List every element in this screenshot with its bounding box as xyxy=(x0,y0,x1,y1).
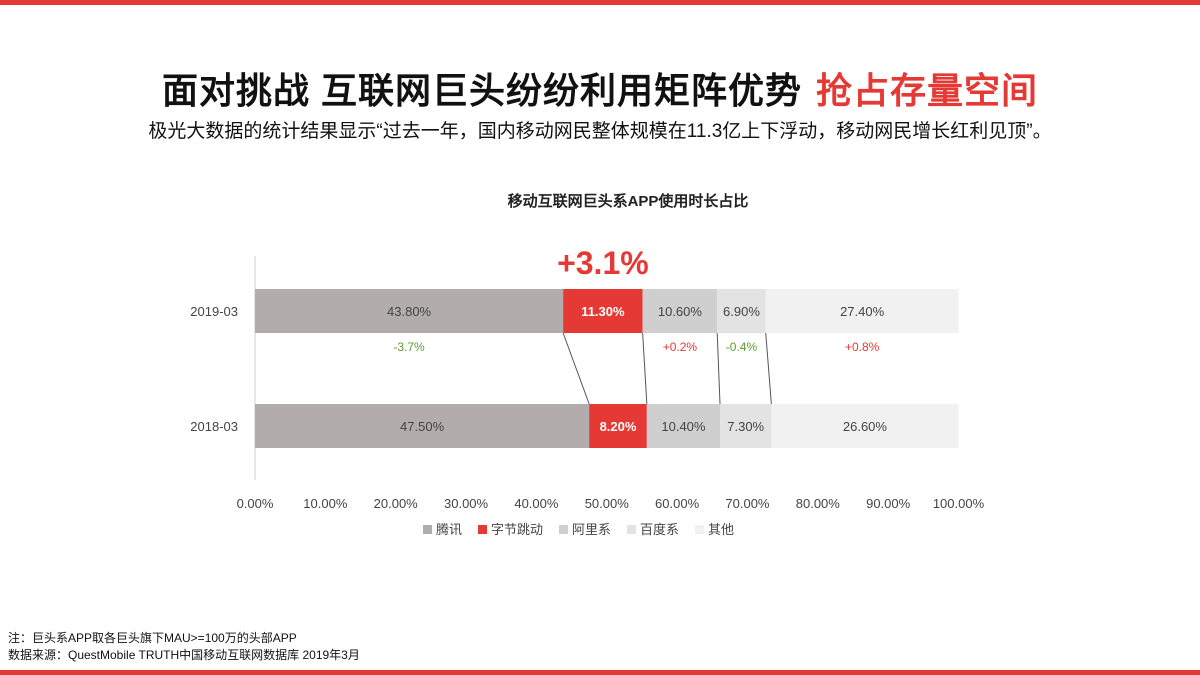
data-label: 6.90% xyxy=(723,304,760,319)
x-tick-label: 50.00% xyxy=(585,496,630,511)
page-title: 面对挑战 互联网巨头纷纷利用矩阵优势 抢占存量空间 xyxy=(0,62,1200,114)
chart-title: 移动互联网巨头系APP使用时长占比 xyxy=(508,192,749,210)
data-label: 10.60% xyxy=(658,304,703,319)
footnotes: 注：巨头系APP取各巨头旗下MAU>=100万的头部APP 数据来源：Quest… xyxy=(8,630,360,664)
change-label: +0.2% xyxy=(663,340,698,354)
x-tick-label: 20.00% xyxy=(374,496,419,511)
bar-segment xyxy=(255,404,590,448)
category-label: 2018-03 xyxy=(190,419,238,434)
page-subtitle: 极光大数据的统计结果显示“过去一年，国内移动网民整体规模在11.3亿上下浮动，移… xyxy=(148,121,1052,142)
legend-swatch xyxy=(478,525,487,534)
legend-swatch xyxy=(695,525,704,534)
connector-line xyxy=(716,332,721,405)
x-tick-label: 80.00% xyxy=(796,496,841,511)
bottom-accent-bar xyxy=(0,670,1200,675)
data-label: 7.30% xyxy=(727,419,764,434)
category-label: 2019-03 xyxy=(190,304,238,319)
x-tick-label: 30.00% xyxy=(444,496,489,511)
bar-segment xyxy=(771,404,959,448)
bar-segment xyxy=(646,404,721,448)
legend-label: 百度系 xyxy=(640,522,679,537)
change-label: -0.4% xyxy=(726,340,758,354)
bar-segment xyxy=(717,289,766,333)
highlight-change-label: +3.1% xyxy=(557,245,649,281)
data-label: 26.60% xyxy=(843,419,888,434)
x-tick-label: 100.00% xyxy=(933,496,985,511)
data-label: 47.50% xyxy=(400,419,445,434)
legend-label: 阿里系 xyxy=(572,522,611,537)
legend-swatch xyxy=(423,525,432,534)
bar-segment xyxy=(563,289,643,333)
bar-segment xyxy=(255,289,564,333)
change-label: +0.8% xyxy=(845,340,880,354)
x-tick-label: 70.00% xyxy=(725,496,770,511)
bar-segment xyxy=(589,404,647,448)
data-label: 8.20% xyxy=(600,419,637,434)
footnote-source: 数据来源：QuestMobile TRUTH中国移动互联网数据库 2019年3月 xyxy=(8,648,360,662)
legend-swatch xyxy=(559,525,568,534)
data-label: 10.40% xyxy=(661,419,706,434)
x-tick-label: 60.00% xyxy=(655,496,700,511)
bar-segment xyxy=(765,289,959,333)
data-label: 43.80% xyxy=(387,304,432,319)
bar-segment xyxy=(642,289,718,333)
x-tick-label: 90.00% xyxy=(866,496,911,511)
x-tick-label: 40.00% xyxy=(514,496,559,511)
x-tick-label: 10.00% xyxy=(303,496,348,511)
bar-segment xyxy=(720,404,772,448)
x-tick-label: 0.00% xyxy=(237,496,274,511)
legend-label: 字节跳动 xyxy=(491,522,543,537)
data-label: 27.40% xyxy=(840,304,885,319)
data-label: 11.30% xyxy=(581,304,625,319)
change-label: -3.7% xyxy=(393,340,425,354)
connector-line xyxy=(562,332,590,405)
top-accent-bar xyxy=(0,0,1200,5)
connector-line xyxy=(642,332,648,405)
legend-label: 腾讯 xyxy=(436,522,462,537)
connector-line xyxy=(765,332,772,405)
page-title-main: 面对挑战 互联网巨头纷纷利用矩阵优势 xyxy=(161,70,802,111)
page-title-accent: 抢占存量空间 xyxy=(816,70,1039,111)
legend-label: 其他 xyxy=(708,522,734,537)
legend-swatch xyxy=(627,525,636,534)
footnote-note: 注：巨头系APP取各巨头旗下MAU>=100万的头部APP xyxy=(8,631,297,645)
